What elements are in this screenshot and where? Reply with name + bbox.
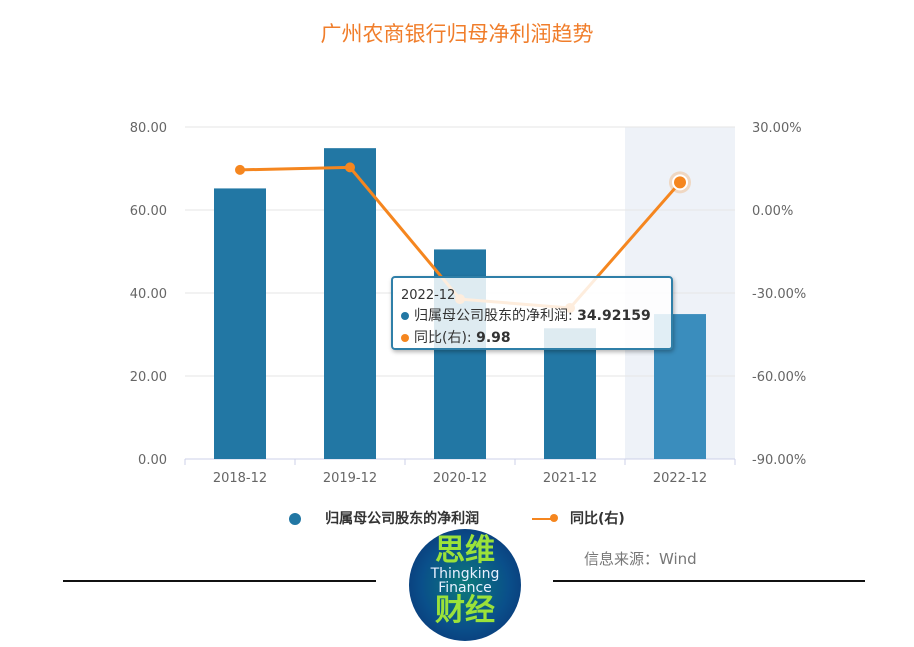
y-right-tick: 30.00% <box>752 121 802 136</box>
tooltip: 2022-12 归属母公司股东的净利润: 34.92159 同比(右): 9.9… <box>391 276 673 350</box>
bar-dot-icon <box>401 312 409 320</box>
y-right-tick: 0.00% <box>752 204 793 219</box>
line-point <box>345 162 355 173</box>
line-point <box>235 164 245 175</box>
legend: 归属母公司股东的净利润 同比(右) <box>0 508 914 528</box>
logo: 思维 Thingking Finance 财经 <box>409 529 521 641</box>
divider <box>553 580 865 582</box>
line-dot-icon <box>401 334 409 342</box>
x-tick-label: 2020-12 <box>433 471 487 486</box>
tooltip-bar-value: 34.92159 <box>577 308 651 324</box>
y-left-tick: 20.00 <box>130 370 167 385</box>
y-right-tick: -30.00% <box>752 287 806 302</box>
x-tick-label: 2022-12 <box>653 471 707 486</box>
x-tick-label: 2021-12 <box>543 471 597 486</box>
y-left-tick: 0.00 <box>138 453 167 468</box>
y-left-tick: 80.00 <box>130 121 167 136</box>
y-right-tick: -60.00% <box>752 370 806 385</box>
tooltip-category: 2022-12 <box>401 288 456 303</box>
divider <box>63 580 376 582</box>
legend-item-bar[interactable]: 归属母公司股东的净利润 <box>277 511 491 527</box>
source-note: 信息来源：Wind <box>584 550 697 568</box>
y-left-tick: 60.00 <box>130 204 167 219</box>
chart: 0.00 20.00 40.00 60.00 80.00 -90.00% -60.00% -3… <box>130 121 806 486</box>
y-right-tick: -90.00% <box>752 453 806 468</box>
x-tick-label: 2019-12 <box>323 471 377 486</box>
x-tick-label: 2018-12 <box>213 471 267 486</box>
bar <box>214 188 266 460</box>
logo-text: 思维 <box>435 533 495 568</box>
bar <box>544 328 596 459</box>
legend-item-line[interactable]: 同比(右) <box>520 511 637 527</box>
y-left-tick: 40.00 <box>130 287 167 302</box>
chart-title: 广州农商银行归母净利润趋势 <box>320 22 594 46</box>
tooltip-bar-label: 归属母公司股东的净利润: <box>414 308 578 324</box>
tooltip-line-value: 9.98 <box>476 330 511 346</box>
tooltip-line-label: 同比(右): <box>414 330 477 346</box>
bar <box>324 148 376 460</box>
line-point <box>672 174 688 191</box>
